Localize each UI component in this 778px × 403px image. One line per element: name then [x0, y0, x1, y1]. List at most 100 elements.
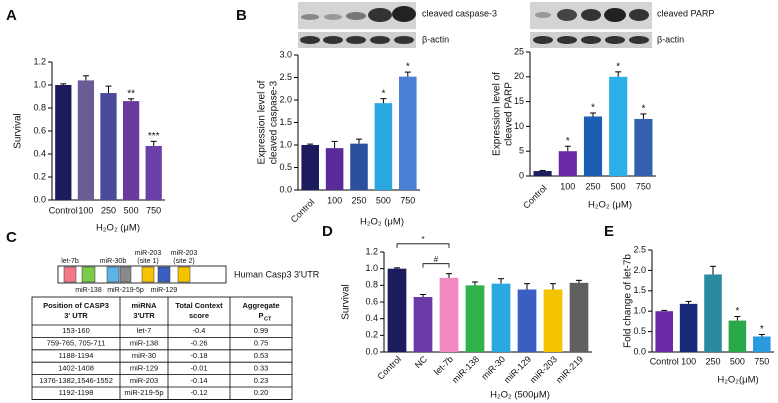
utr-site-label: miR-129 — [151, 287, 178, 294]
x-tick-label: miR-138 — [450, 354, 481, 385]
utr-site-label: (site 2) — [173, 258, 194, 265]
y-tick-label: 2.5 — [279, 72, 292, 82]
bar — [583, 116, 603, 176]
x-tick-label: 250 — [705, 356, 720, 366]
y-axis-label: Survival — [13, 113, 24, 149]
table-cell: miR-129 — [130, 363, 158, 372]
utr-site-label: let-7b — [61, 258, 79, 265]
significance-label: * — [616, 61, 620, 72]
table-cell: 1188-1194 — [59, 351, 94, 360]
y-tick-label: 1.5 — [279, 117, 292, 127]
y-tick-label: 0.0 — [279, 184, 292, 194]
table-header: Total Context — [175, 301, 223, 310]
utr-site — [106, 266, 120, 283]
significance-label: * — [406, 62, 410, 73]
table-cell: -0.14 — [190, 376, 207, 385]
y-tick-label: 0 — [519, 170, 524, 180]
bar — [122, 101, 140, 200]
y-tick-label: 1.2 — [33, 56, 46, 66]
x-tick-label: 500 — [611, 181, 626, 191]
y-tick-label: 0.2 — [365, 330, 378, 340]
panel-letter: E — [604, 223, 614, 240]
table-cell: 1402-1408 — [58, 363, 94, 372]
bar — [543, 289, 563, 352]
table-cell: -0.01 — [190, 363, 207, 372]
y-tick-label: 0.2 — [33, 171, 46, 181]
table-cell: 0.23 — [254, 376, 269, 385]
table-cell: 1192-1198 — [59, 388, 94, 397]
x-tick-label: 100 — [78, 205, 93, 215]
utr-site — [119, 266, 132, 283]
y-tick-label: 0.4 — [33, 148, 46, 158]
x-tick-label: 750 — [636, 181, 651, 191]
significance-label: * — [566, 136, 570, 147]
x-tick-label: 750 — [400, 195, 415, 205]
x-tick-label: 100 — [560, 181, 575, 191]
utr-site-label: miR-219-5p — [107, 287, 144, 294]
significance-label: * — [381, 88, 385, 99]
panel-letter: A — [6, 7, 17, 24]
utr-site-label: miR-203 — [171, 250, 198, 257]
y-axis-label: cleaved PARP — [504, 82, 515, 146]
bar — [728, 320, 747, 352]
blot-label: cleaved caspase-3 — [422, 8, 497, 18]
table-cell: -0.26 — [190, 339, 207, 348]
utr-site-label: miR-30b — [100, 258, 127, 265]
y-tick-label: 3.0 — [279, 49, 292, 59]
y-tick-label: 2.0 — [633, 265, 646, 275]
blot-label: β-actin — [422, 34, 449, 44]
y-tick-label: 1.2 — [365, 246, 378, 256]
table-cell: let-7 — [137, 326, 152, 335]
significance-label: * — [591, 103, 595, 114]
x-axis-label: H₂O₂ (500μM) — [490, 390, 550, 401]
utr-site — [141, 266, 155, 283]
blot-image — [298, 2, 652, 48]
bar — [569, 282, 589, 352]
y-tick-label: 0.0 — [365, 346, 378, 356]
x-axis-label: H₂O₂(μM) — [717, 375, 758, 386]
y-tick-label: 0.0 — [633, 346, 646, 356]
x-axis-label: H₂O₂ (μM) — [588, 200, 632, 211]
x-tick-label: 100 — [681, 356, 696, 366]
significance-label: ** — [127, 88, 135, 99]
comparison-bracket — [422, 263, 450, 268]
table-cell: miR-203 — [130, 376, 158, 385]
bar — [145, 145, 162, 200]
table-cell: 0.33 — [254, 363, 269, 372]
y-tick-label: 1.0 — [33, 79, 46, 89]
y-tick-label: 1.0 — [279, 139, 292, 149]
table-cell: 153-160 — [62, 326, 90, 335]
bar — [439, 277, 459, 352]
x-tick-label: Control — [376, 354, 404, 382]
comparison-label: # — [434, 255, 439, 264]
x-tick-label: miR-129 — [502, 354, 533, 385]
bar — [100, 93, 117, 200]
significance-label: *** — [148, 131, 160, 142]
x-tick-label: 250 — [351, 195, 366, 205]
panel-letter: C — [6, 229, 17, 246]
y-tick-label: 0.5 — [279, 162, 292, 172]
y-tick-label: 0.4 — [365, 313, 378, 323]
y-tick-label: 1.0 — [365, 263, 378, 273]
utr-site — [177, 266, 191, 283]
y-axis-label: cleaved caspase-3 — [269, 80, 280, 164]
utr-site-label: miR-138 — [75, 287, 102, 294]
y-axis-label: Expression level of — [492, 72, 503, 156]
y-tick-label: 1.5 — [633, 285, 646, 295]
table-header: score — [189, 311, 209, 320]
table-header: miRNA — [131, 301, 157, 310]
utr-site — [157, 266, 171, 283]
bar — [387, 268, 407, 352]
y-tick-label: 1.0 — [633, 306, 646, 316]
y-tick-label: 5 — [519, 146, 524, 156]
bar — [655, 311, 673, 352]
x-tick-label: 250 — [585, 181, 600, 191]
bar — [350, 143, 368, 190]
bar — [374, 103, 393, 190]
x-tick-label: miR-219 — [554, 354, 585, 385]
utr-site — [81, 266, 96, 283]
x-tick-label: let-7b — [432, 354, 455, 377]
significance-label: * — [641, 104, 645, 115]
x-tick-label: Control — [289, 197, 317, 225]
table-cell: -0.12 — [190, 388, 207, 397]
